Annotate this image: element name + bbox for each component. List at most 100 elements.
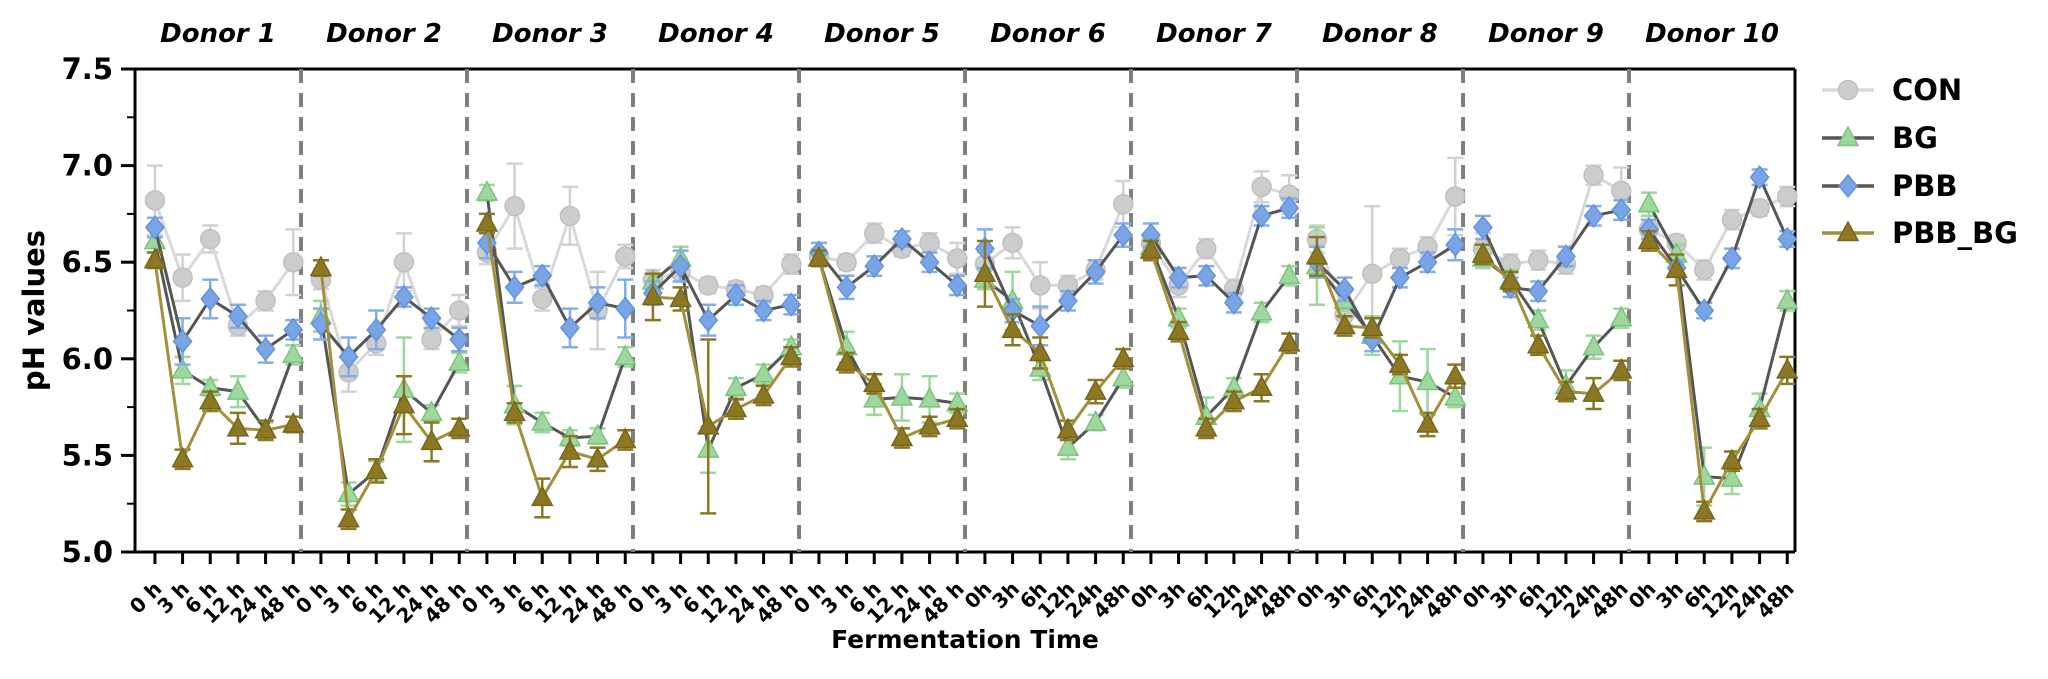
marker-PBB_BG <box>696 413 720 435</box>
marker-BG <box>613 344 637 366</box>
donor-title: Donor 9 <box>1488 19 1604 49</box>
marker-PBB_BG <box>890 425 914 447</box>
error-bars-PBB-donor-4 <box>644 249 800 337</box>
donor-title: Donor 6 <box>990 19 1106 49</box>
marker-CON <box>504 195 525 217</box>
marker-PBB_BG <box>171 446 194 468</box>
marker-CON <box>1113 193 1134 215</box>
marker-BG <box>281 342 305 364</box>
marker-PBB <box>338 344 359 370</box>
marker-PBB_BG <box>420 429 443 451</box>
marker-CON <box>1583 165 1604 186</box>
marker-PBB_BG <box>807 245 831 267</box>
marker-PBB_BG <box>281 411 305 433</box>
y-tick-label: 6.5 <box>62 245 113 279</box>
marker-PBB_BG <box>1471 241 1495 263</box>
y-tick-label: 5.0 <box>62 535 113 569</box>
series-line-BG-donor-1 <box>153 240 295 434</box>
marker-PBB_BG <box>945 406 969 427</box>
marker-PBB <box>1749 165 1770 190</box>
marker-PBB_BG <box>1333 313 1356 335</box>
marker-CON <box>1196 238 1217 259</box>
marker-CON <box>1445 186 1466 207</box>
marker-CON <box>1611 180 1632 201</box>
marker-PBB_BG <box>364 458 388 480</box>
legend-marker-PBB_BG <box>1836 220 1860 242</box>
marker-PBB_BG <box>447 415 471 437</box>
marker-PBB <box>753 298 774 323</box>
marker-PBB <box>1389 265 1410 290</box>
legend-item-CON: CON <box>1822 73 1962 107</box>
series-line-BG-donor-7 <box>1149 246 1291 420</box>
marker-PBB <box>1196 263 1217 288</box>
marker-PBB <box>532 263 553 288</box>
marker-PBB <box>1555 244 1576 269</box>
marker-CON <box>919 232 940 254</box>
marker-CON <box>283 251 304 273</box>
marker-PBB_BG <box>558 438 582 460</box>
marker-CON <box>1002 232 1023 254</box>
marker-PBB_BG <box>586 446 609 468</box>
marker-PBB_BG <box>1222 388 1246 410</box>
marker-CON <box>947 248 968 269</box>
marker-BG <box>337 481 360 503</box>
marker-PBB <box>947 273 968 298</box>
marker-PBB <box>891 226 912 252</box>
series-BG <box>143 180 1799 507</box>
marker-BG <box>862 386 886 408</box>
series-line-BG-donor-10 <box>1647 203 1789 481</box>
marker-CON <box>532 288 553 310</box>
series-line-PBB_BG-donor-10 <box>1647 239 1789 517</box>
marker-PBB <box>587 290 608 315</box>
marker-PBB <box>1113 222 1134 248</box>
y-tick-label: 6.0 <box>62 342 113 376</box>
marker-BG <box>171 357 194 379</box>
marker-PBB_BG <box>1582 380 1605 402</box>
marker-PBB <box>1334 277 1355 302</box>
series-line-PBB-donor-9 <box>1481 208 1622 293</box>
marker-PBB <box>919 250 940 275</box>
marker-PBB_BG <box>392 392 416 414</box>
marker-PBB <box>393 284 414 310</box>
error-bars-BG-donor-10 <box>1640 191 1796 507</box>
marker-PBB <box>1057 288 1078 314</box>
marker-PBB_BG <box>309 255 333 277</box>
marker-PBB <box>366 317 387 343</box>
marker-CON <box>172 267 193 288</box>
marker-PBB_BG <box>1194 415 1218 437</box>
marker-CON <box>393 251 415 273</box>
marker-PBB_BG <box>1084 379 1107 400</box>
donor-title: Donor 8 <box>1322 19 1438 49</box>
marker-PBB <box>1694 298 1715 323</box>
marker-PBB <box>1279 195 1300 221</box>
series-line-PBB_BG-donor-4 <box>652 295 793 429</box>
marker-PBB_BG <box>1139 238 1163 259</box>
y-tick-label: 7.0 <box>62 149 113 183</box>
marker-PBB_BG <box>503 400 526 422</box>
marker-BG <box>752 361 775 383</box>
marker-BG <box>1526 307 1550 329</box>
marker-PBB_BG <box>198 388 222 410</box>
error-bars-PBB_BG-donor-5 <box>810 249 966 449</box>
marker-PBB <box>1777 226 1798 252</box>
error-bars-BG-donor-1 <box>146 228 302 440</box>
marker-PBB <box>1168 265 1189 290</box>
series-line-PBB_BG-donor-7 <box>1149 250 1291 432</box>
error-bars-PBB-donor-8 <box>1308 228 1464 353</box>
legend-label: PBB_BG <box>1892 216 2018 250</box>
marker-PBB_BG <box>862 371 886 393</box>
donor-title: Donor 10 <box>1645 19 1779 49</box>
donor-title: Donor 5 <box>824 19 940 49</box>
error-bars-PBB-donor-9 <box>1474 199 1630 303</box>
marker-PBB <box>864 253 885 279</box>
marker-CON <box>1528 250 1549 271</box>
marker-BG <box>1692 464 1716 485</box>
y-axis: 7.5 7.0 6.5 6.0 5.5 5.0 pH values <box>17 52 135 569</box>
series-line-PBB_BG-donor-8 <box>1315 255 1457 428</box>
marker-CON <box>1362 263 1383 285</box>
marker-CON <box>1777 186 1798 207</box>
marker-PBB <box>283 317 304 343</box>
marker-PBB <box>255 336 276 362</box>
marker-CON <box>421 329 442 350</box>
